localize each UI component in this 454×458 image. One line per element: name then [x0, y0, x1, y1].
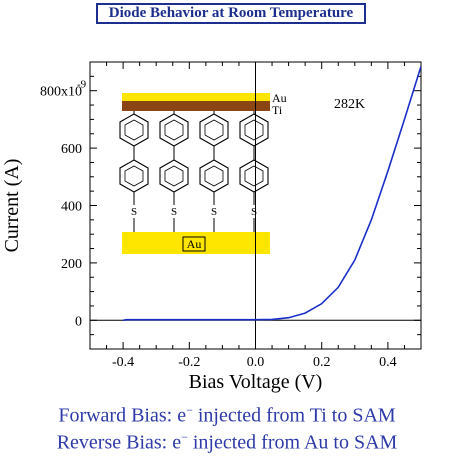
top-label-ti: Ti	[272, 103, 283, 117]
x-tick-label: -0.4	[112, 355, 134, 370]
benzene-ring	[119, 159, 149, 193]
sulfur-label: S	[251, 206, 257, 218]
x-tick-label: -0.2	[178, 355, 200, 370]
y-tick-label: 0	[75, 314, 82, 329]
molecule-1: S	[119, 111, 149, 232]
axes: -0.4 -0.2 0.0 0.2 0.4 0 200 400 600 800x10-9 Bias …	[1, 61, 422, 393]
aromatic-inner-ring	[244, 119, 264, 141]
molecule-4: S	[239, 111, 269, 232]
benzene-ring	[159, 159, 189, 193]
gold-substrate	[122, 232, 270, 254]
benzene-ring	[239, 159, 269, 193]
substrate-label: Au	[187, 237, 202, 251]
x-tick-label: 0.0	[247, 355, 265, 370]
series-line-0	[122, 66, 421, 322]
x-tick-label: 0.4	[379, 355, 397, 370]
top-label-au: Au	[272, 91, 287, 105]
benzene-ring	[239, 113, 269, 147]
y-tick-label: 800x10	[40, 85, 82, 100]
aromatic-inner-ring	[164, 165, 184, 187]
aromatic-inner-ring	[124, 165, 144, 187]
aromatic-inner-ring	[124, 119, 144, 141]
temperature-annotation: 282K	[334, 97, 365, 112]
reverse-bias-caption: Reverse Bias: e− injected from Au to SAM	[56, 430, 398, 454]
sulfur-label: S	[131, 206, 137, 218]
y-axis-label: Current (A)	[1, 159, 23, 253]
sulfur-label: S	[211, 206, 217, 218]
benzene-ring	[159, 113, 189, 147]
benzene-ring	[199, 113, 229, 147]
molecule-2: S	[159, 111, 189, 232]
benzene-ring	[199, 159, 229, 193]
aromatic-inner-ring	[204, 165, 224, 187]
sulfur-label: S	[171, 206, 177, 218]
x-axis-label: Bias Voltage (V)	[189, 371, 323, 393]
benzene-ring	[119, 113, 149, 147]
forward-bias-caption: Forward Bias: e− injected from Ti to SAM	[58, 403, 396, 427]
plot-series	[122, 66, 422, 322]
aromatic-inner-ring	[244, 165, 264, 187]
substrate-label-box	[182, 236, 206, 252]
y-tick-label: 200	[61, 257, 82, 272]
y-exponent: -9	[77, 79, 87, 91]
chart-title: Diode Behavior at Room Temperature	[96, 3, 366, 24]
y-tick-label: 400	[61, 200, 82, 215]
aromatic-inner-ring	[204, 119, 224, 141]
titanium-layer	[122, 101, 270, 111]
molecule-3: S	[199, 111, 229, 232]
aromatic-inner-ring	[164, 119, 184, 141]
x-tick-label: 0.2	[313, 355, 331, 370]
y-tick-label: 600	[61, 142, 82, 157]
gold-top-layer	[122, 93, 270, 101]
